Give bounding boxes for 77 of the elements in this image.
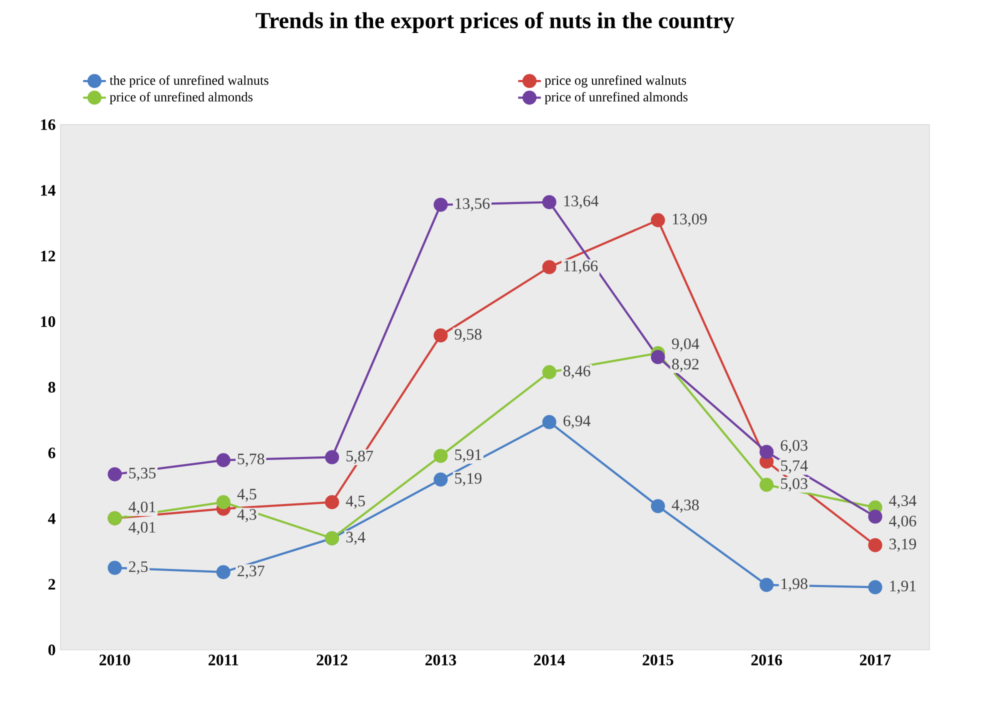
point — [434, 472, 448, 487]
point — [650, 213, 665, 228]
data-label: 4,5 — [346, 496, 365, 509]
point — [434, 448, 448, 464]
y-tick-label: 0 — [48, 644, 56, 656]
point — [325, 450, 340, 464]
x-tick-label: 2014 — [534, 654, 565, 666]
point — [868, 580, 882, 594]
data-label: 4,5 — [237, 488, 256, 502]
x-tick-label: 2015 — [642, 654, 674, 666]
x-tick-label: 2013 — [425, 654, 456, 666]
legend-label: price of unrefined almonds — [110, 92, 253, 104]
data-label: 3,19 — [890, 538, 916, 552]
legend-label: the price of unrefined walnuts — [110, 75, 268, 88]
data-label: 4,01 — [128, 502, 156, 515]
point — [542, 415, 556, 430]
y-tick-label: 12 — [41, 250, 56, 262]
data-label: 8,46 — [563, 366, 590, 379]
data-label: 6,03 — [780, 440, 808, 454]
data-label: 13,56 — [456, 198, 490, 212]
x-tick-label: 2016 — [751, 654, 782, 666]
point — [760, 445, 774, 460]
point — [542, 260, 556, 274]
data-label: 4,01 — [128, 522, 156, 536]
data-label: 5,78 — [238, 454, 264, 467]
point — [542, 365, 556, 380]
y-tick-label: 2 — [48, 579, 56, 590]
point — [542, 195, 556, 210]
data-label: 5,87 — [346, 450, 374, 464]
point — [108, 467, 122, 482]
legend-label: price og unrefined walnuts — [544, 75, 686, 88]
data-label: 1,98 — [782, 578, 808, 592]
data-label: 9,58 — [454, 328, 482, 342]
data-label: 9,04 — [672, 338, 700, 352]
legend-label: price of unrefined almonds — [544, 92, 688, 104]
point — [868, 538, 882, 552]
data-label: 13,09 — [672, 214, 707, 227]
data-label: 4,06 — [889, 516, 916, 529]
point — [108, 560, 122, 575]
y-tick-label: 4 — [48, 513, 56, 524]
y-tick-label: 6 — [48, 448, 56, 458]
y-tick-label: 8 — [48, 382, 56, 393]
data-label: 5,03 — [781, 478, 808, 492]
x-tick-label: 2011 — [208, 654, 238, 666]
data-label: 8,92 — [672, 358, 698, 372]
data-label: 2,37 — [238, 566, 264, 579]
data-label: 3,4 — [346, 532, 366, 545]
data-label: 4,3 — [237, 509, 256, 522]
data-label: 5,19 — [455, 473, 482, 486]
data-label: 5,35 — [129, 468, 156, 481]
x-tick-label: 2017 — [860, 654, 891, 666]
data-label: 2,5 — [129, 561, 148, 574]
point — [434, 198, 448, 212]
y-tick-label: 14 — [41, 185, 56, 196]
point — [434, 328, 448, 343]
point — [760, 478, 774, 492]
data-label: 5,74 — [781, 460, 808, 474]
data-label: 1,91 — [890, 580, 916, 594]
point — [650, 350, 665, 364]
y-tick-label: 10 — [41, 316, 56, 328]
chart-title: Trends in the export prices of nuts in the country — [256, 12, 734, 34]
data-label: 4,34 — [889, 495, 916, 508]
data-label: 4,38 — [672, 500, 699, 513]
data-label: 11,66 — [564, 260, 598, 274]
data-label: 6,94 — [564, 416, 591, 429]
data-label: 5,91 — [455, 449, 482, 463]
x-tick-label: 2012 — [316, 654, 348, 666]
point — [650, 499, 665, 514]
point — [760, 578, 774, 592]
data-label: 13,64 — [564, 196, 598, 209]
point — [868, 510, 882, 524]
point — [216, 565, 230, 580]
y-tick-label: 16 — [41, 119, 56, 130]
point — [216, 495, 230, 510]
x-tick-label: 2010 — [100, 654, 130, 666]
point — [216, 453, 230, 468]
point — [325, 495, 340, 510]
